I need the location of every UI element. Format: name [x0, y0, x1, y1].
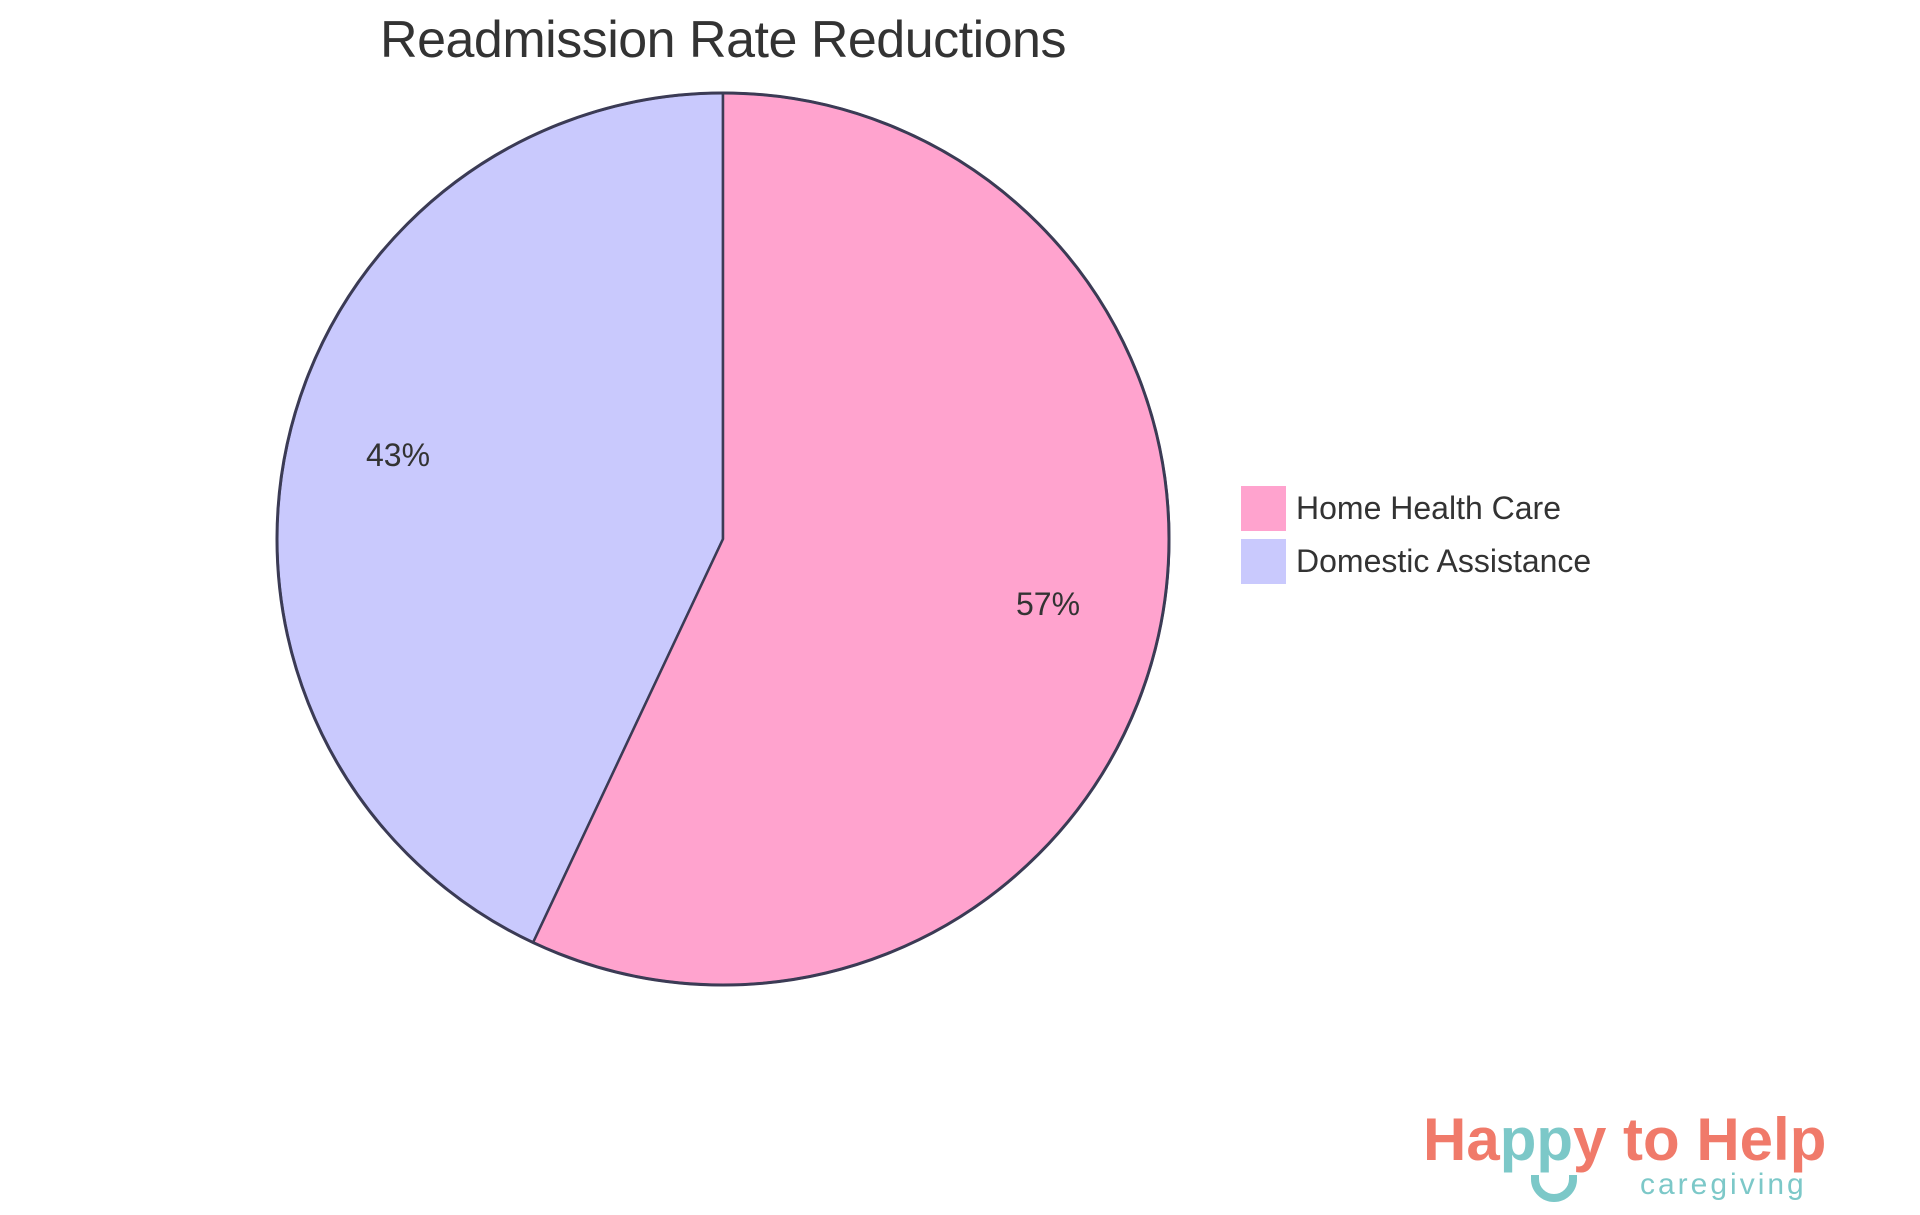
- logo-subtitle: caregiving: [1640, 1168, 1807, 1201]
- slice-label-home-health-care: 57%: [1016, 586, 1080, 622]
- pie-outline: [275, 91, 1171, 987]
- smile-icon: [1531, 1175, 1577, 1202]
- legend: Home Health Care Domestic Assistance: [1241, 486, 1591, 592]
- logo-wordmark: Happy to Help: [1423, 1105, 1826, 1175]
- happy-to-help-logo: Happy to Help caregiving: [1423, 1105, 1883, 1210]
- logo-text-part2: pp: [1499, 1106, 1574, 1173]
- legend-label: Domestic Assistance: [1296, 543, 1592, 579]
- legend-swatch-lavender: [1241, 539, 1286, 584]
- logo-text-part3: y to Help: [1573, 1106, 1827, 1173]
- legend-item-domestic-assistance[interactable]: Domestic Assistance: [1241, 539, 1591, 584]
- legend-item-home-health-care[interactable]: Home Health Care: [1241, 486, 1591, 531]
- chart-title: Readmission Rate Reductions: [380, 11, 1066, 69]
- slice-label-domestic-assistance: 43%: [366, 437, 430, 473]
- legend-label: Home Health Care: [1296, 490, 1561, 526]
- legend-swatch-pink: [1241, 486, 1286, 531]
- logo-text-part1: Ha: [1423, 1106, 1500, 1173]
